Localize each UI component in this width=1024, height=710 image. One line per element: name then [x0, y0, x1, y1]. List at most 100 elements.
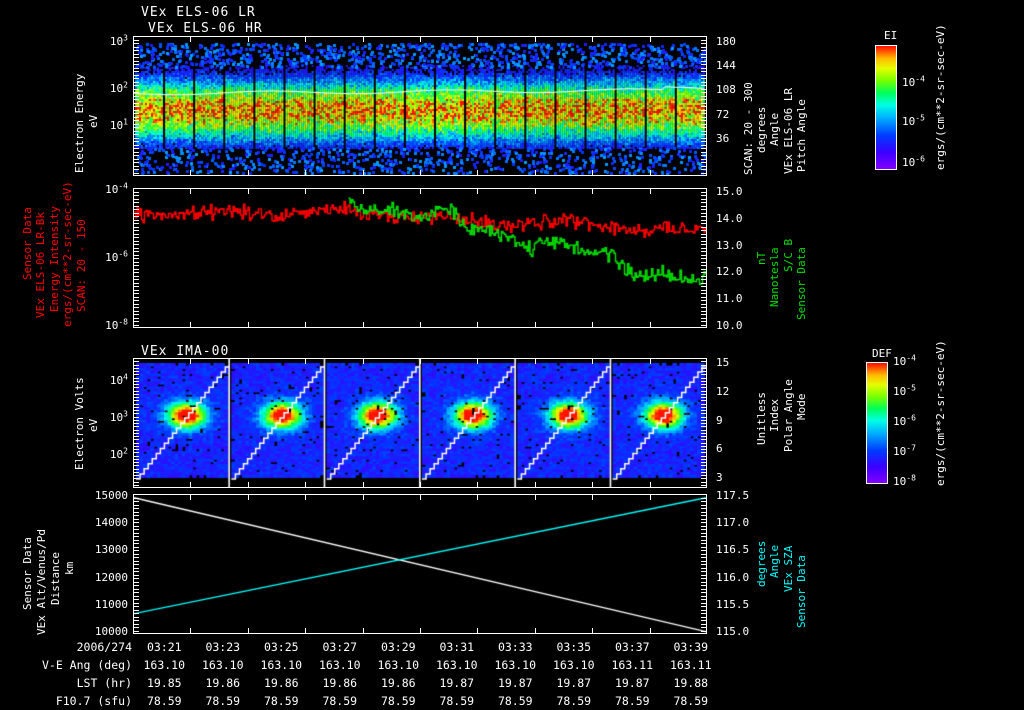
- axis-minor-tick: [701, 602, 706, 604]
- axis-x-tick: [305, 628, 307, 633]
- axis-x-tick: [649, 628, 651, 633]
- axis-minor-tick: [134, 501, 139, 502]
- axis-minor-tick: [701, 113, 706, 114]
- axis-minor-tick: [701, 478, 706, 480]
- axis-minor-tick: [134, 272, 139, 273]
- axis-minor-tick: [134, 205, 139, 207]
- axis-minor-tick: [134, 303, 139, 305]
- table-cell-r2-c2: 19.86: [263, 676, 299, 690]
- axis-minor-tick: [701, 282, 706, 284]
- axis-minor-tick: [134, 198, 139, 200]
- axis-minor-tick: [701, 286, 706, 287]
- colorbar1-units: ergs/(cm**2-sr-sec-eV): [934, 24, 947, 170]
- cb2-tick-1: 10-5: [893, 383, 916, 398]
- table-row-label-2: LST (hr): [76, 676, 132, 690]
- axis-minor-tick: [701, 95, 706, 97]
- axis-minor-tick: [701, 244, 706, 245]
- axis-minor-tick: [134, 127, 139, 128]
- axis-minor-tick: [134, 191, 139, 193]
- axis-minor-tick: [701, 553, 706, 555]
- axis-minor-tick: [701, 130, 706, 132]
- p3-y2tick-0: 15: [716, 356, 730, 369]
- axis-minor-tick: [134, 92, 139, 93]
- axis-x-tick: [247, 628, 249, 633]
- axis-minor-tick: [701, 616, 706, 618]
- axis-minor-tick: [701, 508, 706, 509]
- axis-minor-tick: [701, 419, 706, 421]
- axis-minor-tick: [701, 539, 706, 541]
- axis-minor-tick: [701, 50, 706, 51]
- axis-minor-tick: [134, 247, 139, 249]
- axis-minor-tick: [701, 64, 706, 65]
- axis-minor-tick: [701, 532, 706, 534]
- axis-minor-tick: [134, 419, 139, 421]
- axis-minor-tick: [134, 620, 139, 621]
- axis-minor-tick: [701, 595, 706, 597]
- p3-ytick-1: 103: [109, 409, 128, 424]
- axis-minor-tick: [701, 165, 706, 167]
- table-cell-r0-c4: 03:29: [380, 640, 416, 654]
- axis-x-tick: [592, 189, 594, 194]
- axis-minor-tick: [701, 307, 706, 308]
- axis-minor-tick: [701, 458, 706, 460]
- axis-x-tick: [477, 322, 479, 327]
- axis-minor-tick: [134, 134, 139, 135]
- panel2-left-axis-label-5: SCAN: 20 - 150: [75, 219, 88, 312]
- axis-minor-tick: [134, 99, 139, 100]
- axis-x-tick: [649, 170, 651, 175]
- panel2-right-axis-label-4: nT: [755, 251, 768, 265]
- axis-x-tick: [247, 322, 249, 327]
- cb1-tick-2: 10-6: [902, 153, 925, 169]
- axis-minor-tick: [134, 216, 139, 217]
- axis-minor-tick: [701, 300, 706, 301]
- axis-minor-tick: [701, 148, 706, 149]
- panel1-title-lr: VEx ELS-06 LR: [141, 5, 256, 20]
- axis-minor-tick: [134, 504, 139, 506]
- axis-minor-tick: [134, 74, 139, 76]
- table-cell-r2-c9: 19.88: [673, 676, 709, 690]
- axis-minor-tick: [134, 371, 139, 372]
- p1-ytick-0: 103: [109, 33, 128, 48]
- axis-minor-tick: [134, 429, 139, 431]
- p4-ytick-1: 14000: [94, 516, 128, 530]
- axis-minor-tick: [134, 613, 139, 614]
- axis-minor-tick: [134, 481, 139, 483]
- table-cell-r2-c1: 19.86: [205, 676, 241, 690]
- axis-minor-tick: [134, 296, 139, 298]
- axis-minor-tick: [134, 546, 139, 548]
- axis-minor-tick: [701, 536, 706, 537]
- table-cell-r0-c2: 03:25: [263, 640, 299, 654]
- axis-minor-tick: [701, 374, 706, 376]
- table-cell-r3-c4: 78.59: [380, 694, 416, 708]
- axis-minor-tick: [134, 71, 139, 72]
- axis-minor-tick: [134, 518, 139, 520]
- p3-y2tick-3: 6: [716, 442, 723, 456]
- p4-y2tick-5: 115.0: [716, 625, 750, 638]
- table-cell-r0-c9: 03:39: [673, 640, 709, 654]
- axis-minor-tick: [701, 233, 706, 235]
- axis-minor-tick: [134, 455, 139, 457]
- axis-minor-tick: [701, 162, 706, 163]
- axis-minor-tick: [701, 550, 706, 551]
- axis-x-tick: [247, 170, 249, 175]
- axis-minor-tick: [134, 109, 139, 111]
- p2-ytick-2: 10-8: [105, 317, 128, 332]
- axis-x-tick: [477, 37, 479, 42]
- axis-minor-tick: [134, 258, 139, 259]
- axis-x-tick: [362, 482, 364, 487]
- axis-x-tick: [190, 322, 192, 327]
- axis-minor-tick: [134, 515, 139, 516]
- table-cell-r1-c2: 163.10: [260, 658, 303, 672]
- axis-minor-tick: [701, 585, 706, 586]
- axis-minor-tick: [134, 237, 139, 238]
- axis-minor-tick: [134, 465, 139, 467]
- axis-minor-tick: [701, 436, 706, 437]
- table-cell-r3-c5: 78.59: [439, 694, 475, 708]
- panel3-right-axis-label-4: Unitless: [755, 392, 768, 445]
- axis-minor-tick: [134, 81, 139, 83]
- axis-minor-tick: [134, 169, 139, 170]
- axis-minor-tick: [134, 471, 139, 473]
- axis-x-tick: [190, 482, 192, 487]
- table-cell-r1-c0: 163.10: [143, 658, 186, 672]
- axis-minor-tick: [701, 501, 706, 502]
